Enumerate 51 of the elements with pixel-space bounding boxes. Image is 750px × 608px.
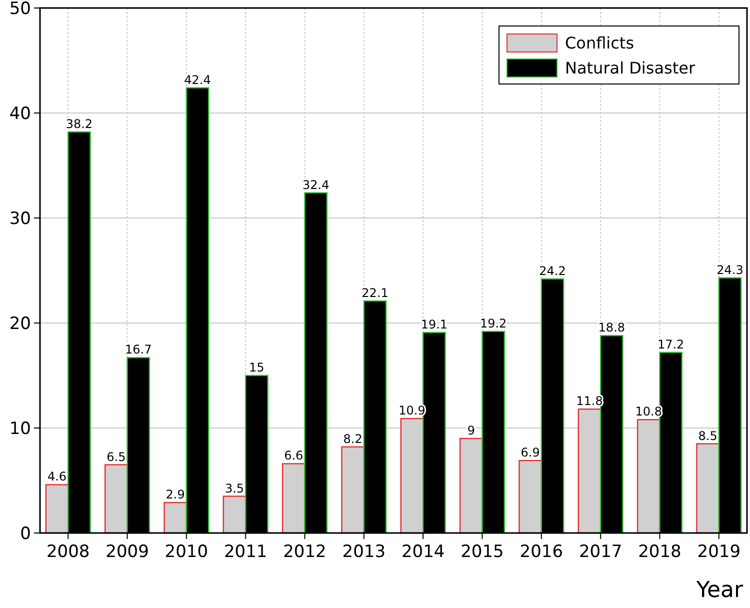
- y-tick-label: 10: [9, 418, 31, 439]
- data-label: 32.4: [302, 178, 330, 192]
- data-label: 8.2: [343, 432, 362, 446]
- data-label: 42.4: [184, 72, 211, 87]
- x-tick-label: 2018: [638, 542, 682, 562]
- x-tick-label: 2010: [164, 542, 208, 562]
- x-tick-label: 2017: [578, 542, 622, 562]
- data-label: 19.2: [480, 316, 507, 330]
- bar: [104, 464, 128, 534]
- bar: [164, 502, 188, 534]
- x-tick-label: 2015: [460, 542, 504, 562]
- x-tick-label: 2019: [697, 542, 741, 562]
- y-tick-label: 30: [9, 208, 31, 229]
- x-axis-title: Year: [695, 578, 744, 603]
- bar: [222, 496, 246, 534]
- data-label: 18.8: [598, 320, 626, 335]
- bar: [45, 484, 69, 534]
- legend-label: Natural Disaster: [565, 58, 696, 78]
- data-label: 4.6: [47, 470, 67, 484]
- data-label: 17.2: [657, 337, 684, 352]
- data-label: 24.3: [716, 262, 744, 277]
- data-label: 19.1: [420, 317, 448, 332]
- x-tick-label: 2013: [342, 542, 386, 562]
- x-tick-label: 2012: [283, 542, 326, 562]
- y-tick-label: 40: [9, 104, 31, 124]
- y-tick-label: 50: [9, 0, 31, 19]
- data-label: 6.9: [520, 446, 540, 460]
- data-label: 2.9: [166, 488, 185, 502]
- x-tick-label: 2008: [46, 542, 90, 562]
- x-tick-label: 2009: [106, 542, 149, 562]
- data-label: 15: [249, 360, 264, 374]
- x-tick-label: 2011: [224, 542, 268, 562]
- bar: [282, 463, 306, 534]
- data-label: 16.7: [125, 342, 152, 357]
- data-label: 8.5: [698, 428, 718, 443]
- data-label: 6.6: [284, 448, 304, 463]
- data-label: 22.1: [362, 286, 388, 300]
- data-label: 9: [467, 424, 475, 438]
- bar: [696, 443, 720, 534]
- data-label: 38.2: [66, 116, 93, 131]
- x-tick-label: 2014: [401, 542, 445, 562]
- data-label: 3.5: [224, 481, 244, 496]
- legend-label: Conflicts: [565, 34, 634, 53]
- y-tick-label: 0: [20, 524, 31, 544]
- bar: [518, 460, 542, 534]
- y-tick-label: 20: [9, 314, 31, 334]
- data-label: 6.5: [106, 450, 126, 464]
- x-tick-label: 2016: [520, 542, 564, 562]
- bar: [459, 438, 483, 534]
- data-label: 24.2: [539, 264, 566, 278]
- bar: [341, 446, 365, 534]
